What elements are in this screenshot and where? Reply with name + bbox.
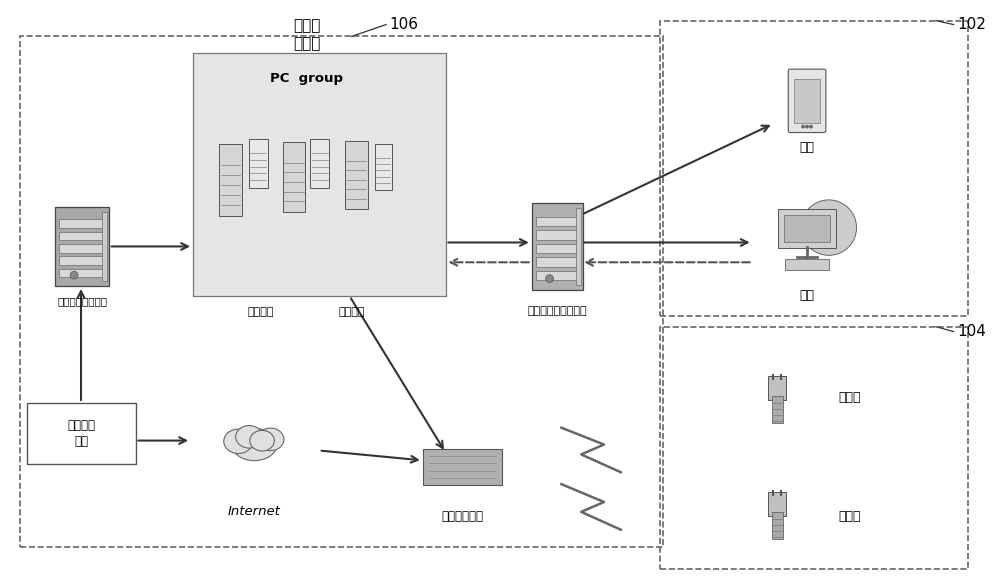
Text: 传感器: 传感器: [839, 510, 861, 523]
Text: 其它外部
数据: 其它外部 数据: [67, 419, 95, 448]
Text: 终端: 终端: [800, 141, 815, 154]
Circle shape: [70, 271, 78, 279]
FancyBboxPatch shape: [193, 53, 446, 296]
FancyBboxPatch shape: [788, 69, 826, 133]
Ellipse shape: [250, 430, 274, 451]
Text: 数据存储: 数据存储: [247, 307, 274, 317]
FancyBboxPatch shape: [55, 207, 109, 286]
FancyBboxPatch shape: [532, 203, 583, 290]
FancyBboxPatch shape: [768, 492, 786, 516]
Ellipse shape: [257, 428, 284, 451]
FancyBboxPatch shape: [59, 269, 105, 277]
FancyBboxPatch shape: [59, 232, 105, 240]
FancyBboxPatch shape: [536, 244, 579, 253]
Ellipse shape: [236, 426, 263, 448]
Ellipse shape: [232, 429, 277, 461]
FancyBboxPatch shape: [249, 139, 268, 187]
FancyBboxPatch shape: [784, 215, 830, 242]
FancyBboxPatch shape: [27, 403, 136, 464]
FancyBboxPatch shape: [785, 259, 829, 270]
FancyBboxPatch shape: [310, 139, 329, 187]
FancyBboxPatch shape: [219, 144, 242, 216]
FancyBboxPatch shape: [772, 512, 783, 539]
Text: 终端: 终端: [800, 290, 815, 303]
Text: 106: 106: [389, 17, 418, 32]
FancyBboxPatch shape: [283, 142, 305, 212]
FancyBboxPatch shape: [536, 231, 579, 239]
FancyBboxPatch shape: [768, 376, 786, 400]
Text: 104: 104: [958, 324, 986, 339]
Circle shape: [801, 200, 857, 255]
FancyBboxPatch shape: [794, 79, 820, 123]
Text: Internet: Internet: [228, 505, 281, 519]
FancyBboxPatch shape: [59, 244, 105, 253]
Text: 数据采
集集群: 数据采 集集群: [293, 18, 321, 51]
Text: PC  group: PC group: [270, 72, 343, 85]
Text: 数据处理: 数据处理: [338, 307, 365, 317]
Ellipse shape: [224, 429, 253, 454]
FancyBboxPatch shape: [772, 397, 783, 423]
FancyBboxPatch shape: [375, 144, 392, 190]
FancyBboxPatch shape: [536, 217, 579, 226]
FancyBboxPatch shape: [778, 209, 836, 248]
Circle shape: [806, 126, 808, 128]
FancyBboxPatch shape: [102, 212, 107, 281]
FancyBboxPatch shape: [536, 271, 579, 280]
Circle shape: [546, 274, 553, 283]
Text: 传感器: 传感器: [839, 391, 861, 405]
Circle shape: [802, 126, 804, 128]
FancyBboxPatch shape: [59, 256, 105, 265]
Text: 边缘计算终端: 边缘计算终端: [441, 510, 483, 523]
Text: 外力入侵云应用平台: 外力入侵云应用平台: [528, 306, 587, 316]
FancyBboxPatch shape: [423, 450, 502, 485]
FancyBboxPatch shape: [59, 220, 105, 228]
Text: 深度学习云服务器: 深度学习云服务器: [57, 296, 107, 306]
FancyBboxPatch shape: [576, 208, 581, 284]
FancyBboxPatch shape: [345, 141, 368, 209]
FancyBboxPatch shape: [536, 258, 579, 267]
Text: 102: 102: [958, 17, 986, 32]
Circle shape: [810, 126, 812, 128]
